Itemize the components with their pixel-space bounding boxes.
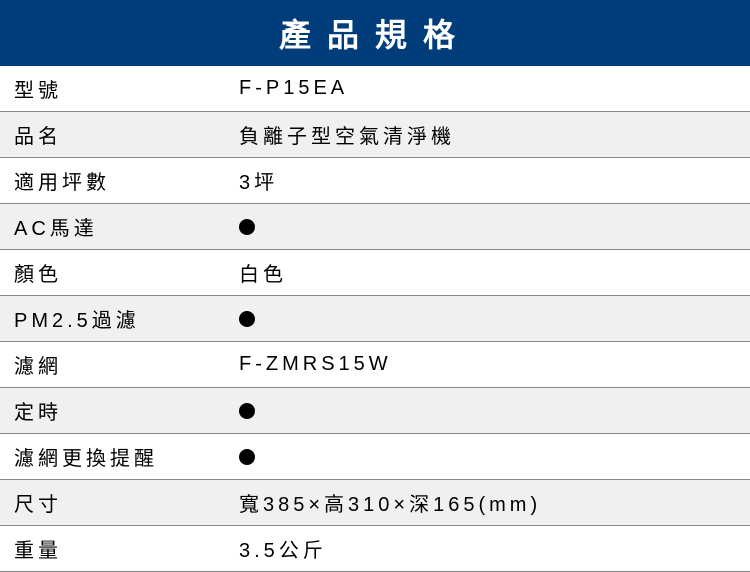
table-row: 適用坪數3坪 — [0, 158, 750, 204]
row-label: PM2.5過濾 — [0, 296, 225, 342]
row-value — [225, 296, 750, 342]
table-title: 產品規格 — [0, 0, 750, 66]
feature-dot-icon — [239, 311, 255, 327]
feature-dot-icon — [239, 219, 255, 235]
row-value: F-P15EA — [225, 66, 750, 112]
table-row: PM2.5過濾 — [0, 296, 750, 342]
row-value: 負離子型空氣清淨機 — [225, 112, 750, 158]
row-value — [225, 204, 750, 250]
table-row: 定時 — [0, 388, 750, 434]
table-row: 尺寸寬385×高310×深165(mm) — [0, 480, 750, 526]
row-label: 品名 — [0, 112, 225, 158]
row-label: 型號 — [0, 66, 225, 112]
row-label: AC馬達 — [0, 204, 225, 250]
row-label: 尺寸 — [0, 480, 225, 526]
table-row: 濾網更換提醒 — [0, 434, 750, 480]
row-label: 重量 — [0, 526, 225, 572]
feature-dot-icon — [239, 403, 255, 419]
row-label: 濾網 — [0, 342, 225, 388]
row-value: 白色 — [225, 250, 750, 296]
feature-dot-icon — [239, 449, 255, 465]
table-row: 重量3.5公斤 — [0, 526, 750, 572]
row-label: 顏色 — [0, 250, 225, 296]
table-row: 顏色白色 — [0, 250, 750, 296]
spec-table: 產品規格 型號F-P15EA品名負離子型空氣清淨機適用坪數3坪AC馬達顏色白色P… — [0, 0, 750, 572]
row-label: 適用坪數 — [0, 158, 225, 204]
row-value: 寬385×高310×深165(mm) — [225, 480, 750, 526]
table-row: 型號F-P15EA — [0, 66, 750, 112]
row-value: 3坪 — [225, 158, 750, 204]
row-value: 3.5公斤 — [225, 526, 750, 572]
row-label: 定時 — [0, 388, 225, 434]
row-value — [225, 434, 750, 480]
row-value: F-ZMRS15W — [225, 342, 750, 388]
row-value — [225, 388, 750, 434]
row-label: 濾網更換提醒 — [0, 434, 225, 480]
table-row: AC馬達 — [0, 204, 750, 250]
table-row: 濾網F-ZMRS15W — [0, 342, 750, 388]
header-row: 產品規格 — [0, 0, 750, 66]
table-row: 品名負離子型空氣清淨機 — [0, 112, 750, 158]
spec-body: 型號F-P15EA品名負離子型空氣清淨機適用坪數3坪AC馬達顏色白色PM2.5過… — [0, 66, 750, 572]
